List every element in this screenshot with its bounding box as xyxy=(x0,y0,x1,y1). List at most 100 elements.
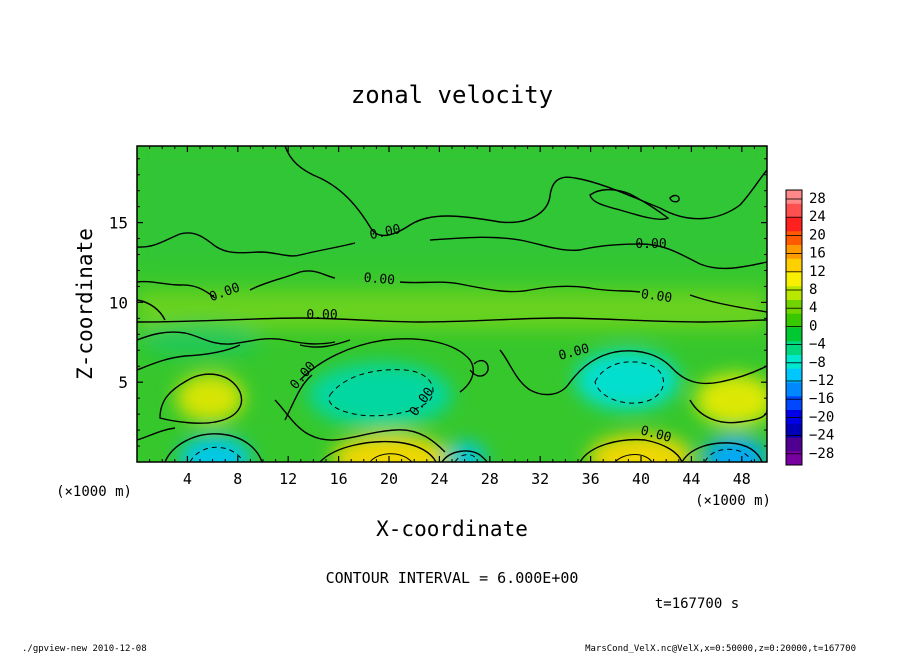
footer-left: ./gpview-new 2010-12-08 xyxy=(22,644,147,654)
field-blob-neg-bottom-mid xyxy=(446,442,486,462)
contour-line xyxy=(137,331,336,345)
colorbar-swatch xyxy=(786,355,802,370)
contour-label: 0.00 xyxy=(640,287,673,306)
colorbar-swatch xyxy=(786,245,802,260)
contour-line xyxy=(681,442,763,462)
colorbar-swatch xyxy=(786,437,802,452)
colorbar-label: 16 xyxy=(809,246,826,262)
contour-line xyxy=(137,427,176,441)
contour-lines-negative xyxy=(189,361,753,462)
contour-line-positive xyxy=(369,453,413,462)
colorbar-label: −4 xyxy=(809,337,826,353)
colorbar-label: 20 xyxy=(809,227,826,243)
x-tick-label: 32 xyxy=(531,470,549,488)
contour-line xyxy=(159,373,243,424)
contour-label: 0.00 xyxy=(306,308,337,323)
x-tick-label: 44 xyxy=(682,470,700,488)
colorbar-swatch xyxy=(786,341,802,356)
field-blob-pos-bottom-center xyxy=(332,434,448,462)
contour-line xyxy=(689,399,767,424)
contour-line xyxy=(299,339,351,348)
field-blob-neg-bottom-left xyxy=(179,436,251,462)
colorbar-swatch xyxy=(786,190,802,205)
contour-lines-positive xyxy=(369,453,653,462)
contour-line xyxy=(499,349,767,396)
x-axis: 4 8 12 16 20 24 28 32 36 40 44 48 xyxy=(149,146,755,488)
contour-lines xyxy=(137,146,767,462)
colorbar-label: −8 xyxy=(809,355,826,371)
x-tick-label: 12 xyxy=(279,470,297,488)
colorbar-swatch xyxy=(786,327,802,342)
colorbar-swatch xyxy=(786,258,802,273)
y-tick-label: 15 xyxy=(109,214,128,233)
colorbar-swatch xyxy=(786,300,802,315)
contour-line-negative xyxy=(189,446,245,462)
contour-line xyxy=(299,338,474,393)
plot-area: 0.00 0.00 0.00 0.00 0.00 0.00 0.00 0.00 … xyxy=(137,146,767,462)
x-tick-label: 36 xyxy=(582,470,600,488)
colorbar-label: 4 xyxy=(809,300,817,316)
colorbar-label: 12 xyxy=(809,264,826,280)
colorbar-swatch xyxy=(786,382,802,397)
contour-line xyxy=(137,299,166,321)
contour-line xyxy=(164,433,263,462)
contour-label: 0.00 xyxy=(368,222,402,243)
x-axis-label: X-coordinate xyxy=(376,517,528,541)
field-blob-pos-far-right xyxy=(695,374,767,426)
colorbar-label: −28 xyxy=(809,446,834,462)
colorbar-label: −24 xyxy=(809,428,834,444)
colorbar-swatch xyxy=(786,272,802,287)
contour-line-negative xyxy=(454,454,477,462)
colorbar-swatch xyxy=(786,231,802,246)
colorbar-label: 28 xyxy=(809,191,826,207)
contour-line xyxy=(469,359,489,377)
x-tick-label: 40 xyxy=(632,470,650,488)
colorbar-swatch xyxy=(786,396,802,411)
footer-right: MarsCond_VelX.nc@VelX,x=0:50000,z=0:2000… xyxy=(585,644,856,654)
x-tick-label: 16 xyxy=(330,470,348,488)
y-tick-label: 5 xyxy=(118,373,128,392)
colorbar-label: −12 xyxy=(809,373,834,389)
field-blob-pos-bottom-right xyxy=(588,434,692,462)
contour-line xyxy=(137,317,767,323)
x-tick-label: 4 xyxy=(183,470,192,488)
contour-line-negative xyxy=(594,361,664,404)
contour-line xyxy=(589,188,670,220)
colorbar: 28 24 20 16 12 8 4 0 −4 −8 −12 −16 −20 −24 −28 xyxy=(785,189,834,466)
colorbar-label: 0 xyxy=(809,318,817,334)
contour-line-negative xyxy=(328,369,434,417)
colorbar-label: −20 xyxy=(809,409,834,425)
colorbar-label: 24 xyxy=(809,209,826,225)
contour-line xyxy=(137,280,216,299)
time-label: t=167700 s xyxy=(655,596,739,612)
colorbar-label: 8 xyxy=(809,282,817,298)
chart-title: zonal velocity xyxy=(351,81,553,109)
colorbar-label: −16 xyxy=(809,391,834,407)
colorbar-swatch xyxy=(786,423,802,438)
band-jet-layer xyxy=(137,290,767,330)
field-blob-pos-left xyxy=(176,374,244,422)
contour-label: 0.00 xyxy=(363,271,396,289)
contour-line xyxy=(319,440,437,462)
x-tick-label: 8 xyxy=(233,470,242,488)
x-tick-label: 28 xyxy=(481,470,499,488)
field-blob-neg-right xyxy=(575,350,679,410)
contour-line xyxy=(429,236,767,270)
contour-line xyxy=(274,399,446,453)
contour-label: 0.00 xyxy=(635,237,666,252)
y-tick-label: 10 xyxy=(109,293,128,312)
contour-line-positive xyxy=(614,454,653,462)
colorbar-swatch xyxy=(786,286,802,301)
contour-line xyxy=(249,270,336,291)
contour-line xyxy=(284,146,767,237)
contour-line xyxy=(399,281,641,293)
colorbar-swatch xyxy=(786,217,802,232)
y-axis: 5 10 15 xyxy=(109,158,767,447)
x-tick-label: 24 xyxy=(430,470,448,488)
contour-line xyxy=(137,232,356,257)
colorbar-swatch xyxy=(786,203,802,218)
contour-line xyxy=(137,344,241,371)
contour-line xyxy=(579,438,683,462)
colorbar-frame xyxy=(785,189,803,466)
contour-line-negative xyxy=(704,448,753,462)
